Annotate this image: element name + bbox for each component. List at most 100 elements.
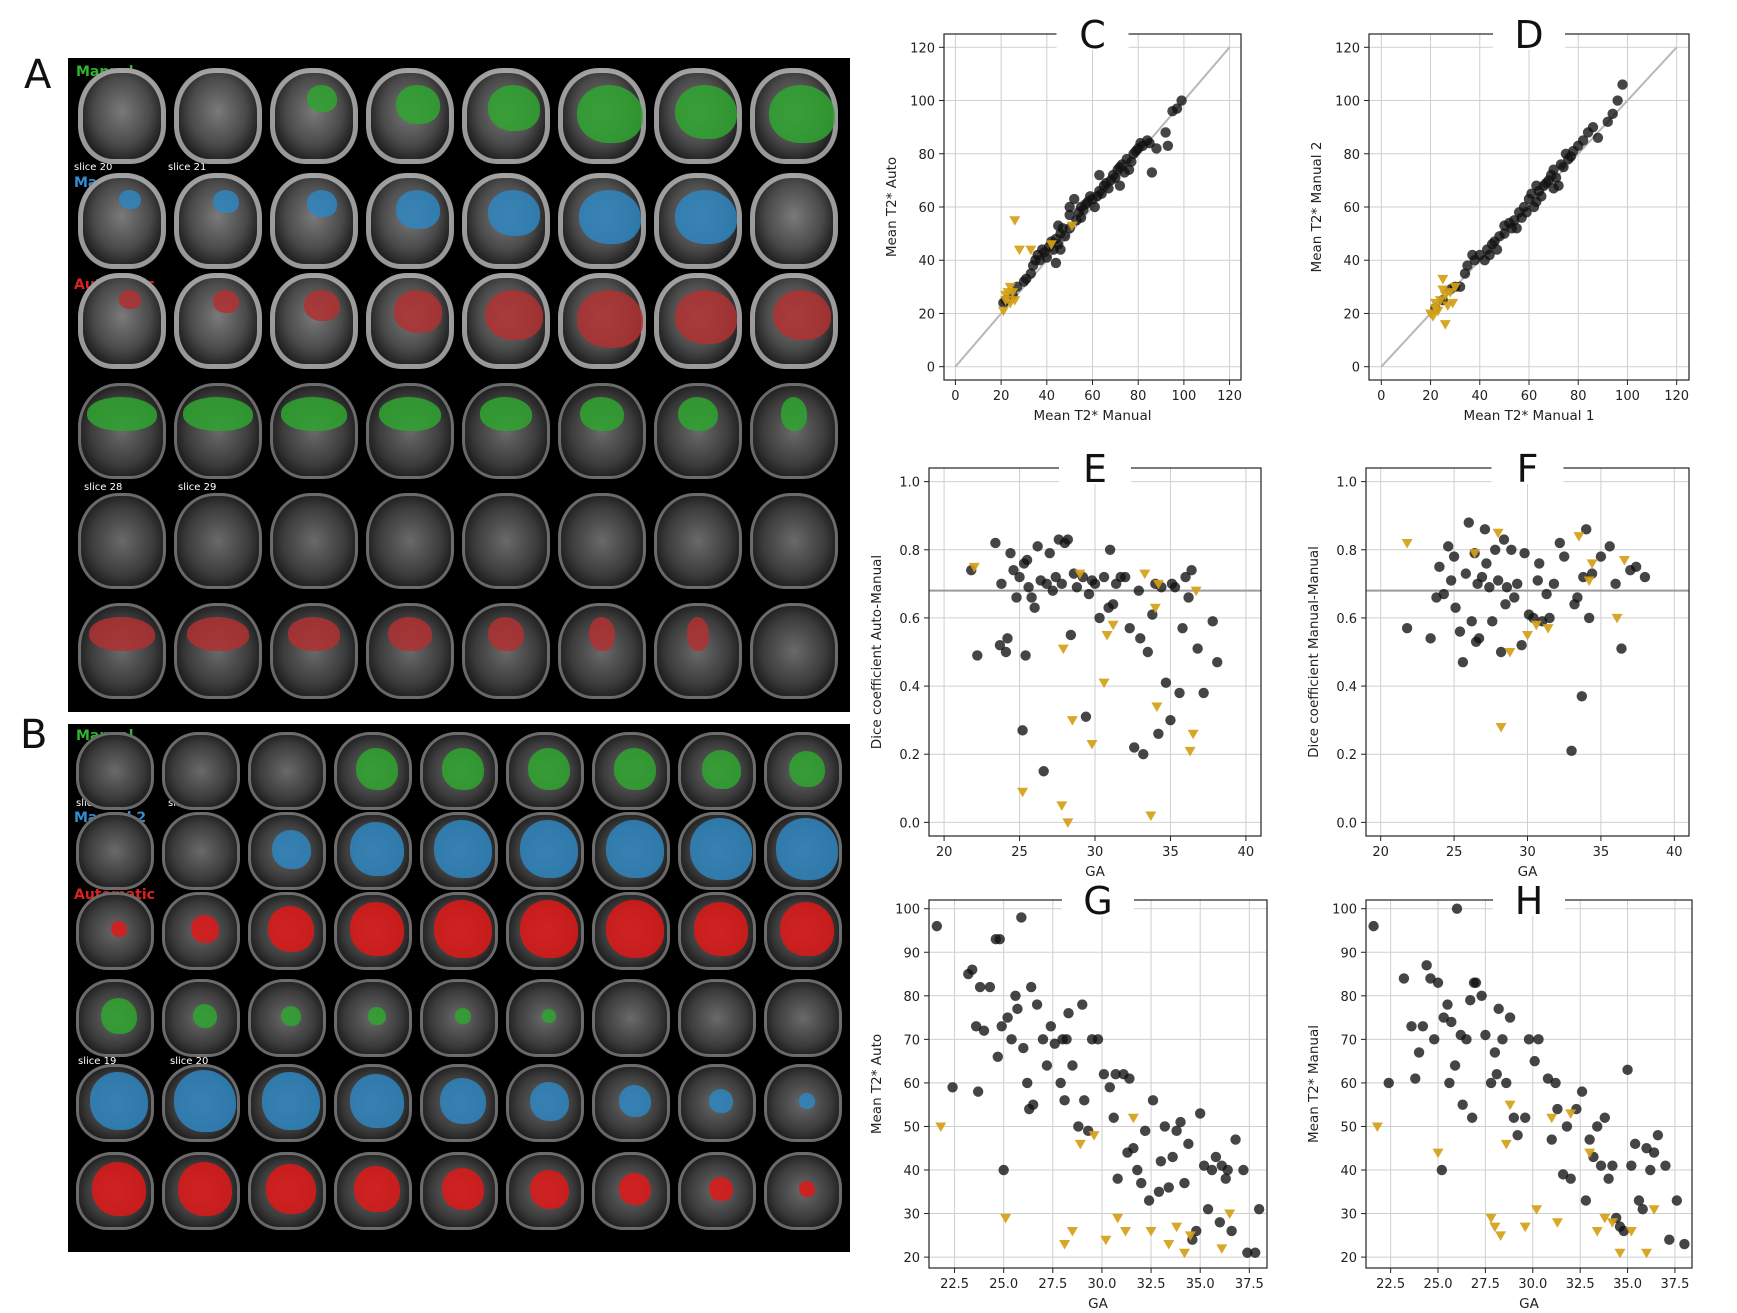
point-0-36 [1532, 575, 1543, 586]
overlay-b-2-1 [191, 915, 219, 943]
xtick-label-2: 40 [1471, 389, 1488, 404]
point-0-67 [1198, 1160, 1210, 1171]
point-1-6 [1009, 216, 1021, 226]
point-0-63 [1171, 103, 1183, 114]
point-1-8 [1531, 1205, 1543, 1215]
xtick-label-4: 32.5 [1566, 1277, 1595, 1292]
point-0-51 [1612, 95, 1623, 106]
point-0-35 [1073, 1121, 1084, 1132]
point-0-57 [1159, 1121, 1171, 1132]
point-1-4 [1495, 1231, 1507, 1241]
xtick-label-4: 80 [1570, 389, 1587, 404]
overlay-b-2-7 [693, 901, 749, 957]
point-1-4 [1074, 1139, 1086, 1150]
point-0-12 [996, 1021, 1007, 1032]
point-1-6 [1530, 620, 1542, 631]
mri-tile-a-4-7 [750, 493, 838, 589]
point-1-7 [1519, 1222, 1531, 1233]
point-1-18 [1641, 1248, 1653, 1259]
point-0-11 [1017, 725, 1028, 736]
point-0-42 [1554, 537, 1566, 549]
point-0-25 [1476, 990, 1487, 1002]
point-0-27 [1500, 599, 1511, 610]
point-0-23 [1490, 544, 1501, 555]
point-0-9 [1429, 1034, 1440, 1045]
point-0-71 [1671, 1195, 1683, 1206]
point-0-51 [1586, 568, 1598, 579]
point-0-66 [1645, 1164, 1656, 1176]
point-0-24 [1050, 571, 1061, 583]
point-0-7 [978, 1025, 990, 1036]
xtick-label-1: 25.0 [1424, 1277, 1453, 1292]
point-0-48 [1592, 132, 1604, 143]
point-0-58 [1146, 167, 1158, 178]
point-1-13 [1178, 1248, 1190, 1259]
point-0-52 [1617, 79, 1628, 90]
point-0-55 [1531, 180, 1542, 191]
mri-tile-b-1-1 [162, 812, 240, 890]
x-axis-label: GA [1088, 1296, 1108, 1312]
overlay-b-1-3 [349, 821, 405, 877]
point-0-54 [1610, 578, 1621, 590]
point-1-17 [1625, 1226, 1637, 1237]
mri-tile-b-0-0 [76, 732, 154, 810]
point-0-6 [1025, 268, 1037, 279]
point-0-37 [1094, 612, 1105, 624]
point-0-8 [1425, 973, 1436, 984]
overlay-a-3-1 [182, 397, 254, 431]
point-0-0 [1401, 622, 1413, 634]
point-0-46 [1129, 742, 1140, 753]
point-0-41 [1546, 1134, 1557, 1145]
point-0-33 [1519, 547, 1530, 559]
overlay-b-4-5 [529, 1081, 569, 1121]
point-0-49 [1581, 524, 1592, 535]
point-0-10 [1014, 571, 1025, 583]
point-0-3 [967, 964, 978, 975]
point-1-1 [1427, 312, 1439, 322]
mri-tile-a-0-2 [270, 68, 358, 164]
xtick-label-3: 30.0 [1518, 1277, 1547, 1292]
point-0-58 [1163, 1182, 1174, 1193]
mri-tile-a-4-4 [462, 493, 550, 589]
point-0-69 [1055, 244, 1066, 255]
overlay-a-5-2 [287, 617, 341, 651]
point-0-47 [1133, 585, 1144, 596]
point-0-12 [1484, 249, 1495, 261]
point-1-0 [935, 1122, 947, 1132]
xtick-label-1: 25 [1011, 845, 1028, 860]
point-0-21 [1059, 231, 1071, 242]
point-0-36 [1089, 578, 1101, 590]
point-0-58 [1639, 571, 1651, 583]
overlay-b-1-7 [689, 817, 753, 881]
point-0-1 [1383, 1077, 1394, 1089]
point-0-67 [1648, 1147, 1660, 1158]
point-1-17 [1187, 729, 1199, 740]
overlay-a-3-0 [86, 397, 158, 431]
point-0-71 [1214, 1217, 1226, 1228]
ytick-label-6: 80 [1340, 990, 1357, 1005]
point-0-42 [1550, 1077, 1561, 1089]
point-0-11 [1436, 1164, 1448, 1176]
point-1-10 [1066, 221, 1078, 232]
point-0-29 [1506, 544, 1517, 555]
point-0-45 [1114, 180, 1126, 191]
point-0-14 [1444, 1077, 1455, 1089]
ytick-label-0: 20 [903, 1251, 920, 1266]
overlay-a-0-2 [306, 85, 338, 113]
overlay-b-1-8 [775, 817, 839, 881]
point-0-36 [1550, 172, 1562, 183]
ytick-label-3: 60 [1343, 201, 1360, 216]
point-0-5 [1443, 541, 1454, 552]
point-1-10 [1447, 298, 1459, 309]
point-1-6 [1074, 569, 1086, 580]
point-0-9 [1011, 592, 1022, 603]
point-1-1 [1432, 1148, 1444, 1159]
point-0-40 [1542, 1073, 1554, 1084]
point-0-26 [1041, 1060, 1053, 1071]
y-axis-label: Dice coefficient Auto-Manual [869, 555, 885, 749]
point-0-31 [1059, 1095, 1070, 1106]
point-1-9 [1127, 1113, 1139, 1124]
overlay-a-2-7 [773, 290, 831, 341]
xtick-label-0: 0 [1377, 389, 1385, 404]
